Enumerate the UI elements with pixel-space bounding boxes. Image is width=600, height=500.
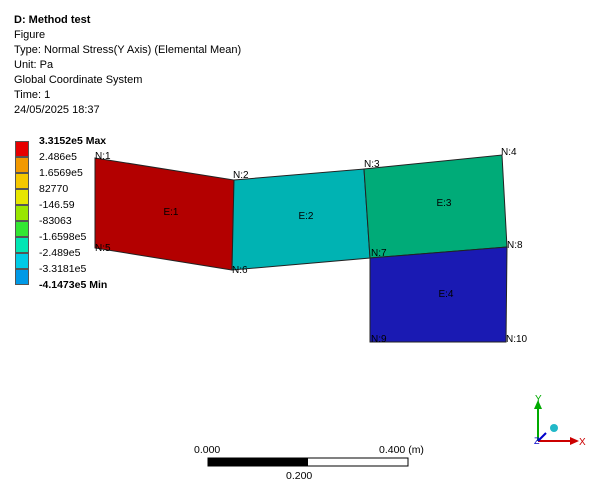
- legend-min-label: -4.1473e5 Min: [39, 279, 108, 291]
- triad-y-arrow: [534, 400, 542, 409]
- node-label: N:3: [364, 159, 380, 170]
- legend-label: -2.489e5: [39, 247, 81, 259]
- legend-label: -1.6598e5: [39, 231, 87, 243]
- legend-label: 2.486e5: [39, 151, 77, 163]
- result-time: Time: 1: [14, 89, 51, 101]
- triad-z-axis: [537, 432, 547, 442]
- result-header: D: Method test Figure Type: Normal Stres…: [14, 13, 241, 118]
- element-label: E:3: [436, 198, 451, 209]
- legend-swatch: [15, 237, 29, 253]
- result-figure-label: Figure: [14, 29, 46, 41]
- legend-swatch: [15, 173, 29, 189]
- node-label: N:10: [506, 334, 528, 345]
- legend-swatch: [15, 269, 29, 285]
- node-label: N:4: [501, 147, 517, 158]
- triad-z-label: Z: [534, 436, 540, 446]
- node-label: N:7: [371, 248, 387, 259]
- element-label: E:1: [163, 207, 178, 218]
- scale-middle-label: 0.200: [286, 470, 313, 482]
- element-label: E:4: [438, 289, 453, 300]
- result-unit: Unit: Pa: [14, 59, 54, 71]
- result-coordinate-system: Global Coordinate System: [14, 74, 143, 86]
- node-label: N:2: [233, 170, 249, 181]
- legend-swatch: [15, 157, 29, 173]
- node-label: N:9: [371, 334, 387, 345]
- scale-right-label: 0.400 (m): [379, 444, 424, 456]
- scale-bar-fill: [208, 458, 308, 466]
- legend-swatch: [15, 141, 29, 157]
- legend-label: 1.6569e5: [39, 167, 83, 179]
- element-label: E:2: [298, 211, 313, 222]
- triad-y-label: Y: [535, 394, 542, 405]
- element-e4[interactable]: [369, 246, 508, 343]
- result-title: D: Method test: [14, 14, 91, 26]
- legend-label: -3.3181e5: [39, 263, 87, 275]
- triad-iso-ball[interactable]: [550, 424, 558, 432]
- triad-x-arrow: [570, 437, 579, 445]
- legend-swatch: [15, 189, 29, 205]
- legend-label: 82770: [39, 183, 69, 195]
- coordinate-triad[interactable]: Y X Z: [534, 394, 586, 448]
- triad-x-label: X: [579, 437, 586, 448]
- node-label: N:1: [95, 151, 111, 162]
- legend-max-label: 3.3152e5 Max: [39, 135, 107, 147]
- node-label: N:8: [507, 240, 523, 251]
- scale-left-label: 0.000: [194, 444, 221, 456]
- legend-label: -83063: [39, 215, 72, 227]
- node-label: N:5: [95, 243, 111, 254]
- legend-swatch: [15, 205, 29, 221]
- result-type: Type: Normal Stress(Y Axis) (Elemental M…: [14, 44, 242, 56]
- legend-label: -146.59: [39, 199, 75, 211]
- legend-swatch: [15, 253, 29, 269]
- result-date: 24/05/2025 18:37: [14, 104, 100, 116]
- legend-swatch: [15, 221, 29, 237]
- node-label: N:6: [232, 265, 248, 276]
